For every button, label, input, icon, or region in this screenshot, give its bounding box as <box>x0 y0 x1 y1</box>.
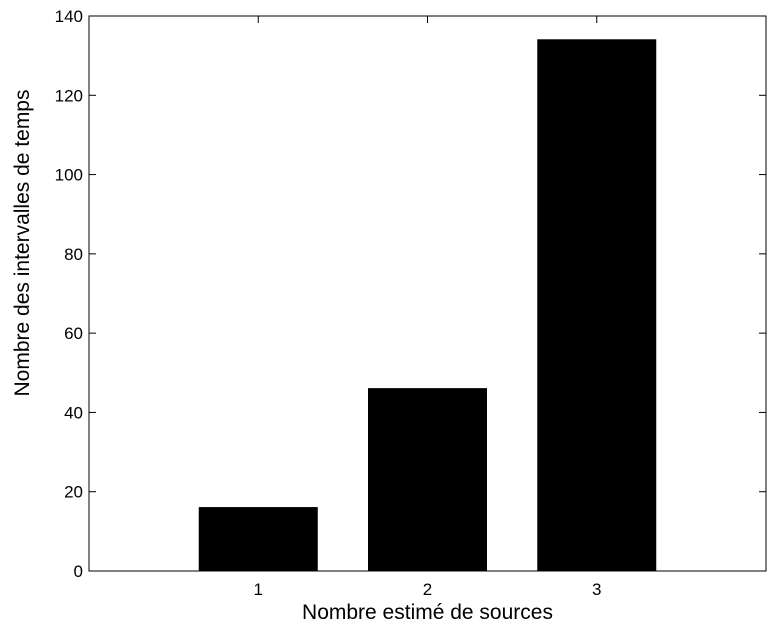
y-tick-label-140: 140 <box>55 7 83 26</box>
bar-2 <box>368 388 487 572</box>
x-tick-label-2: 2 <box>423 580 432 599</box>
bar-3 <box>537 39 657 572</box>
y-ticks-group: 0 20 40 60 80 100 120 140 <box>55 7 766 581</box>
y-axis-title: Nombre des intervalles de temps <box>11 90 34 397</box>
y-tick-label-20: 20 <box>64 483 83 502</box>
y-tick-label-0: 0 <box>74 562 83 581</box>
y-tick-label-40: 40 <box>64 403 83 422</box>
y-tick-label-120: 120 <box>55 86 83 105</box>
y-tick-label-60: 60 <box>64 324 83 343</box>
x-tick-label-3: 3 <box>592 580 601 599</box>
x-axis-title: Nombre estimé de sources <box>302 601 553 624</box>
y-tick-label-80: 80 <box>64 245 83 264</box>
bar-1 <box>198 507 318 572</box>
x-ticks-group: 1 2 3 <box>254 16 601 599</box>
y-tick-label-100: 100 <box>55 166 83 185</box>
plot-frame <box>88 15 767 572</box>
x-tick-label-1: 1 <box>254 580 263 599</box>
bars-group <box>198 39 657 572</box>
